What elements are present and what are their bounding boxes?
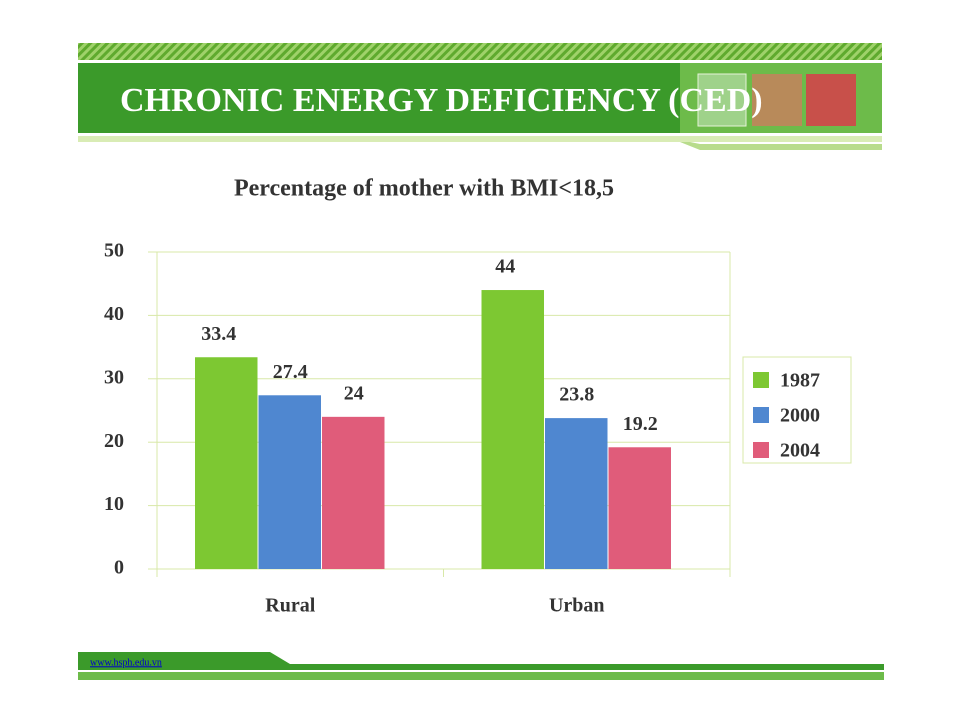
header-line2 [78,142,882,150]
header: CHRONIC ENERGY DEFICIENCY (CED) [78,43,882,150]
chart: 0 10 20 30 40 50 Rural 33.4 27.4 24 Urban 44 23.8 19.… [104,240,852,617]
header-photo [697,73,747,127]
data-label: 27.4 [273,361,308,383]
data-label: 33.4 [201,323,236,345]
y-tick-label: 0 [114,557,124,579]
y-tick-label: 10 [104,493,124,515]
data-label: 23.8 [559,384,594,406]
legend-label: 2004 [780,440,820,462]
bar [481,290,544,569]
header-photo [806,74,856,126]
legend-swatch [753,407,769,423]
header-stripes [78,43,882,60]
x-tick-label: Urban [549,595,605,617]
chart-title: Percentage of mother with BMI<18,5 [234,176,614,202]
y-tick-label: 40 [104,303,124,325]
bar [195,357,258,569]
data-label: 24 [344,382,364,404]
footer: www.hsph.edu.vn [78,652,884,680]
footer-line [78,672,884,680]
header-title: CHRONIC ENERGY DEFICIENCY (CED) [120,82,763,119]
x-tick-label: Rural [265,595,315,617]
footer-band [78,652,884,670]
header-photo [752,74,802,126]
data-label: 19.2 [623,413,658,435]
legend-swatch [753,372,769,388]
bar [608,447,671,569]
bar [258,395,321,569]
legend-label: 2000 [780,405,820,427]
footer-url[interactable]: www.hsph.edu.vn [90,657,162,668]
y-tick-label: 30 [104,366,124,388]
legend-swatch [753,442,769,458]
bar [322,416,385,569]
header-line [78,136,882,142]
y-tick-label: 20 [104,430,124,452]
bar [545,418,608,569]
legend-label: 1987 [780,370,820,392]
data-label: 44 [495,256,515,278]
y-tick-label: 50 [104,240,124,262]
